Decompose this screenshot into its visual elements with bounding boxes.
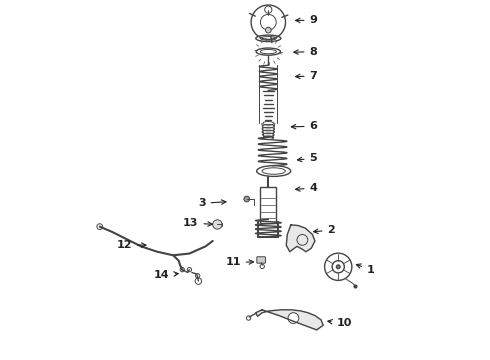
- Text: 12: 12: [117, 239, 146, 249]
- Circle shape: [266, 27, 271, 33]
- Text: 5: 5: [297, 153, 317, 163]
- FancyBboxPatch shape: [257, 257, 266, 263]
- Text: 3: 3: [198, 198, 226, 208]
- Text: 7: 7: [295, 71, 318, 81]
- FancyBboxPatch shape: [260, 187, 276, 223]
- Text: 14: 14: [154, 270, 178, 280]
- Polygon shape: [286, 225, 315, 252]
- Text: 11: 11: [225, 257, 253, 267]
- Polygon shape: [256, 310, 323, 330]
- Circle shape: [337, 265, 340, 269]
- Text: 6: 6: [292, 121, 318, 131]
- Circle shape: [288, 313, 299, 323]
- Text: 10: 10: [328, 319, 352, 328]
- Text: 2: 2: [314, 225, 335, 235]
- Circle shape: [244, 196, 250, 202]
- Text: 9: 9: [295, 15, 318, 26]
- Text: 4: 4: [295, 183, 318, 193]
- Circle shape: [213, 220, 222, 229]
- Text: 8: 8: [294, 46, 318, 57]
- Text: 13: 13: [183, 218, 212, 228]
- Text: 1: 1: [356, 264, 375, 275]
